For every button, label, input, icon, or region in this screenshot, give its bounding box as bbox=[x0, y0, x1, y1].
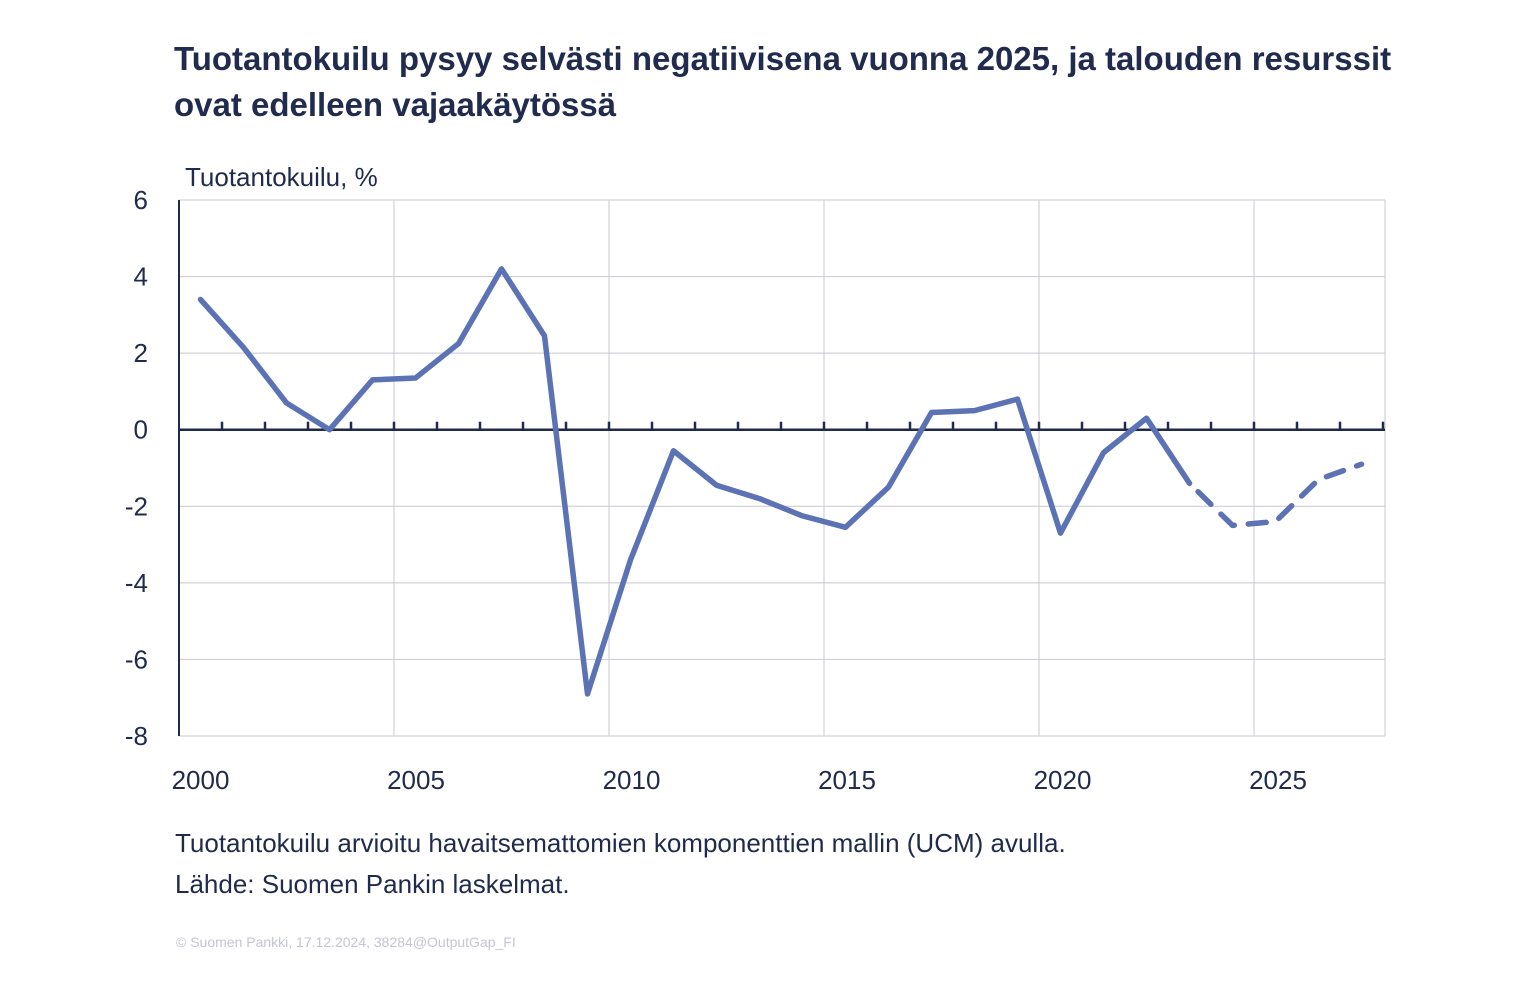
y-tick-label: 2 bbox=[134, 338, 148, 368]
x-tick-label: 2010 bbox=[603, 765, 661, 795]
y-axis-label: Tuotantokuilu, % bbox=[185, 162, 378, 192]
x-tick-label: 2020 bbox=[1034, 765, 1092, 795]
chart-title: Tuotantokuilu pysyy selvästi negatiivise… bbox=[174, 40, 1392, 123]
x-tick-label: 2025 bbox=[1249, 765, 1307, 795]
series-line-actual bbox=[197, 266, 1193, 697]
y-tick-label: 6 bbox=[134, 185, 148, 215]
x-tick-label: 2000 bbox=[172, 765, 230, 795]
y-tick-label: 4 bbox=[134, 262, 148, 292]
y-tick-label: -8 bbox=[125, 721, 148, 751]
series-line-forecast bbox=[1186, 461, 1365, 529]
y-tick-label: -4 bbox=[125, 568, 148, 598]
y-tick-label: -2 bbox=[125, 491, 148, 521]
source-note: Lähde: Suomen Pankin laskelmat. bbox=[175, 869, 570, 899]
method-note: Tuotantokuilu arvioitu havaitsemattomien… bbox=[175, 828, 1066, 858]
copyright: © Suomen Pankki, 17.12.2024, 38284@Outpu… bbox=[176, 934, 516, 950]
y-tick-label: -6 bbox=[125, 644, 148, 674]
x-tick-label: 2015 bbox=[818, 765, 876, 795]
x-tick-label: 2005 bbox=[387, 765, 445, 795]
y-tick-label: 0 bbox=[134, 415, 148, 445]
